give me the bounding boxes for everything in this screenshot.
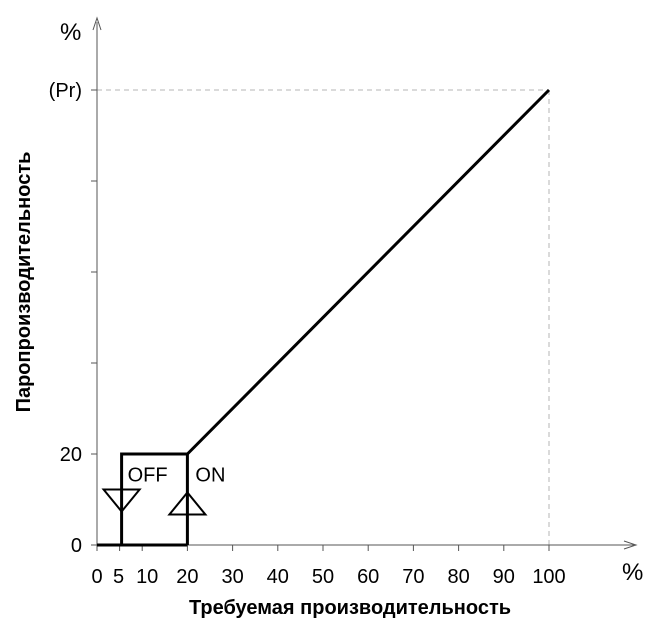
on-label: ON — [195, 465, 225, 487]
x-axis-arrow-icon — [623, 540, 638, 550]
x-unit-label: % — [622, 559, 643, 586]
x-tick-label: 50 — [312, 566, 334, 588]
y-tick-label: 0 — [71, 535, 82, 557]
x-tick-label: 10 — [136, 566, 158, 588]
axes — [92, 16, 638, 550]
x-tick-label: 20 — [176, 566, 198, 588]
off-marker-icon — [101, 488, 142, 514]
y-axis-arrow-icon — [92, 16, 102, 31]
x-axis-title: Требуемая производительность — [189, 597, 511, 619]
x-tick-label: 90 — [493, 566, 515, 588]
x-tick-label: 60 — [357, 566, 379, 588]
x-tick-label: 0 — [91, 566, 102, 588]
y-tick-label: (Pr) — [49, 80, 82, 102]
x-tick-label: 40 — [267, 566, 289, 588]
y-axis-title: Паропроизводительность — [13, 152, 35, 413]
capacity-line — [186, 88, 551, 456]
off-label: OFF — [128, 465, 168, 487]
y-tick-label: 20 — [60, 444, 82, 466]
on-marker-icon — [167, 490, 208, 516]
x-tick-label: 80 — [447, 566, 469, 588]
x-tick-label: 100 — [532, 566, 565, 588]
x-tick-label: 5 — [113, 566, 124, 588]
x-tick-label: 30 — [221, 566, 243, 588]
y-unit-label: % — [60, 19, 81, 46]
plot-area: OFF ON — [97, 88, 551, 547]
x-tick-label: 70 — [402, 566, 424, 588]
guide-lines — [97, 89, 550, 545]
hysteresis-box — [120, 452, 189, 545]
